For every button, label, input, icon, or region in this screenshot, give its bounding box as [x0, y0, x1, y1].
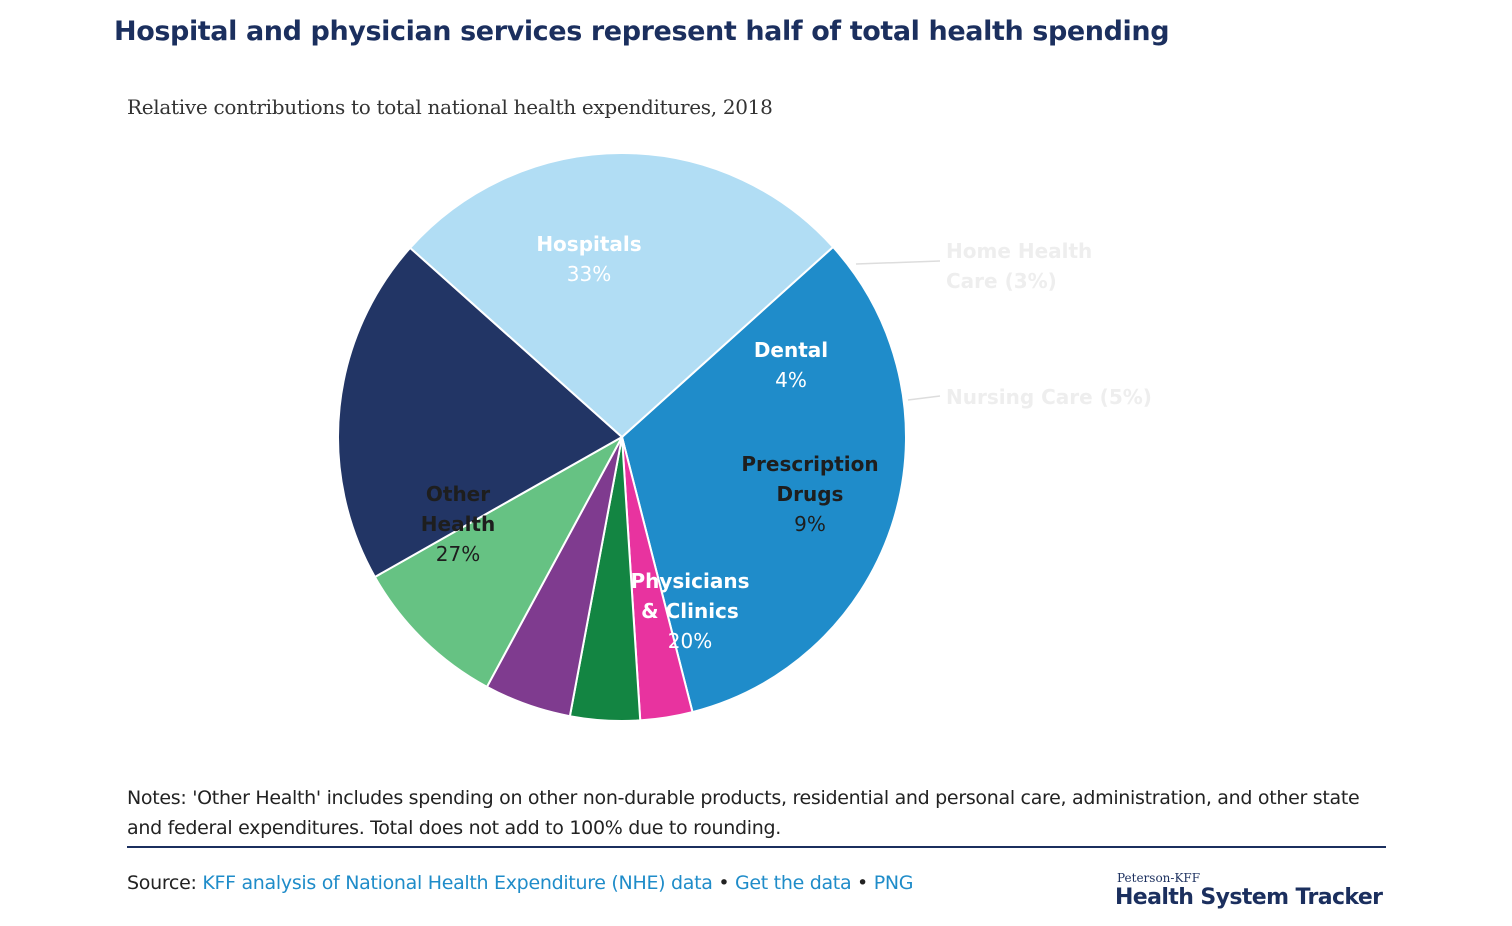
leader-lines	[855, 260, 941, 401]
slice-label-other-health: Other Health 27%	[421, 482, 495, 566]
footer-divider	[127, 846, 1386, 848]
bullet-separator: •	[851, 872, 874, 894]
chart-subtitle: Relative contributions to total national…	[127, 95, 773, 119]
brand-logo: Health System Tracker	[1115, 885, 1383, 910]
leader-line-home-health-care	[855, 260, 941, 265]
get-the-data-link[interactable]: Get the data	[734, 872, 852, 894]
slice-label-dental: Dental 4%	[754, 338, 828, 392]
pie-slice-hospitals	[621, 245, 907, 714]
source-prefix: Source:	[127, 872, 203, 894]
source-link[interactable]: KFF analysis of National Health Expendit…	[202, 872, 713, 894]
source-line: Source: KFF analysis of National Health …	[127, 872, 913, 894]
bullet-separator: •	[712, 872, 735, 894]
leader-line-nursing-care	[907, 395, 941, 401]
png-link[interactable]: PNG	[873, 872, 914, 894]
pie-slice-prescription-drugs	[373, 436, 623, 688]
pie-slice-physicians-and-clinics	[337, 246, 623, 578]
slice-label-home-health-care: Home Health Care (3%)	[946, 239, 1092, 293]
slice-label-prescription-drugs: Prescription Drugs 9%	[741, 452, 878, 536]
slice-label-physicians-and-clinics: Physicians & Clinics 20%	[630, 569, 749, 653]
chart-notes: Notes: 'Other Health' includes spending …	[127, 787, 1360, 839]
pie-slices	[337, 152, 907, 722]
pie-chart: Hospitals 33% Home Health Care (3%) Dental 4%…	[337, 152, 1152, 722]
chart-title: Hospital and physician services represen…	[114, 16, 1170, 47]
brand-logo-small: Peterson-KFF	[1117, 871, 1201, 885]
slice-labels: Hospitals 33% Home Health Care (3%) Dental 4%…	[421, 232, 1152, 653]
slice-label-hospitals: Hospitals 33%	[536, 232, 641, 286]
pie-slice-other-health	[409, 152, 835, 438]
slice-label-nursing-care: Nursing Care (5%)	[946, 385, 1152, 409]
